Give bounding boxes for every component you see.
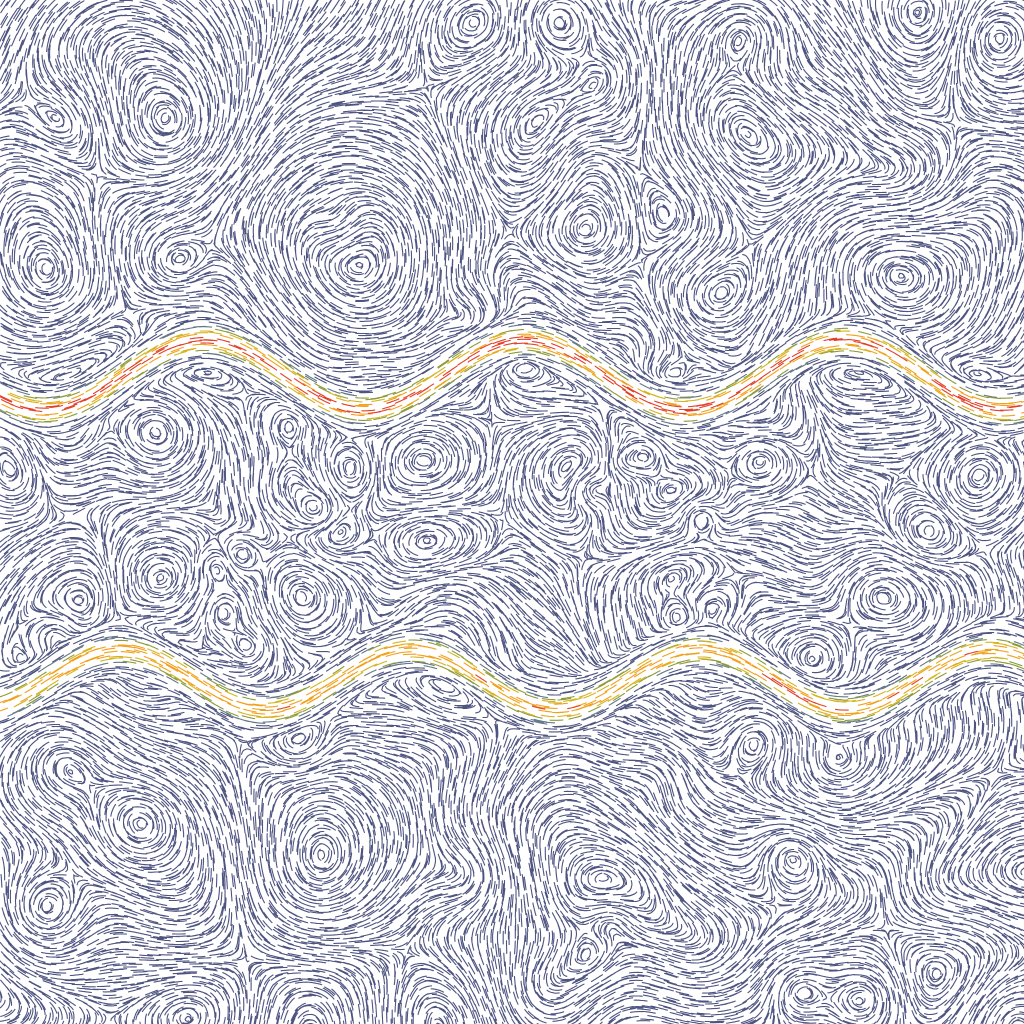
flow-lines [0,336,1023,711]
flow-lines [7,330,1024,718]
flow-lines [0,324,1024,725]
flow-lines [0,327,1024,723]
flow-lines [0,333,1024,716]
